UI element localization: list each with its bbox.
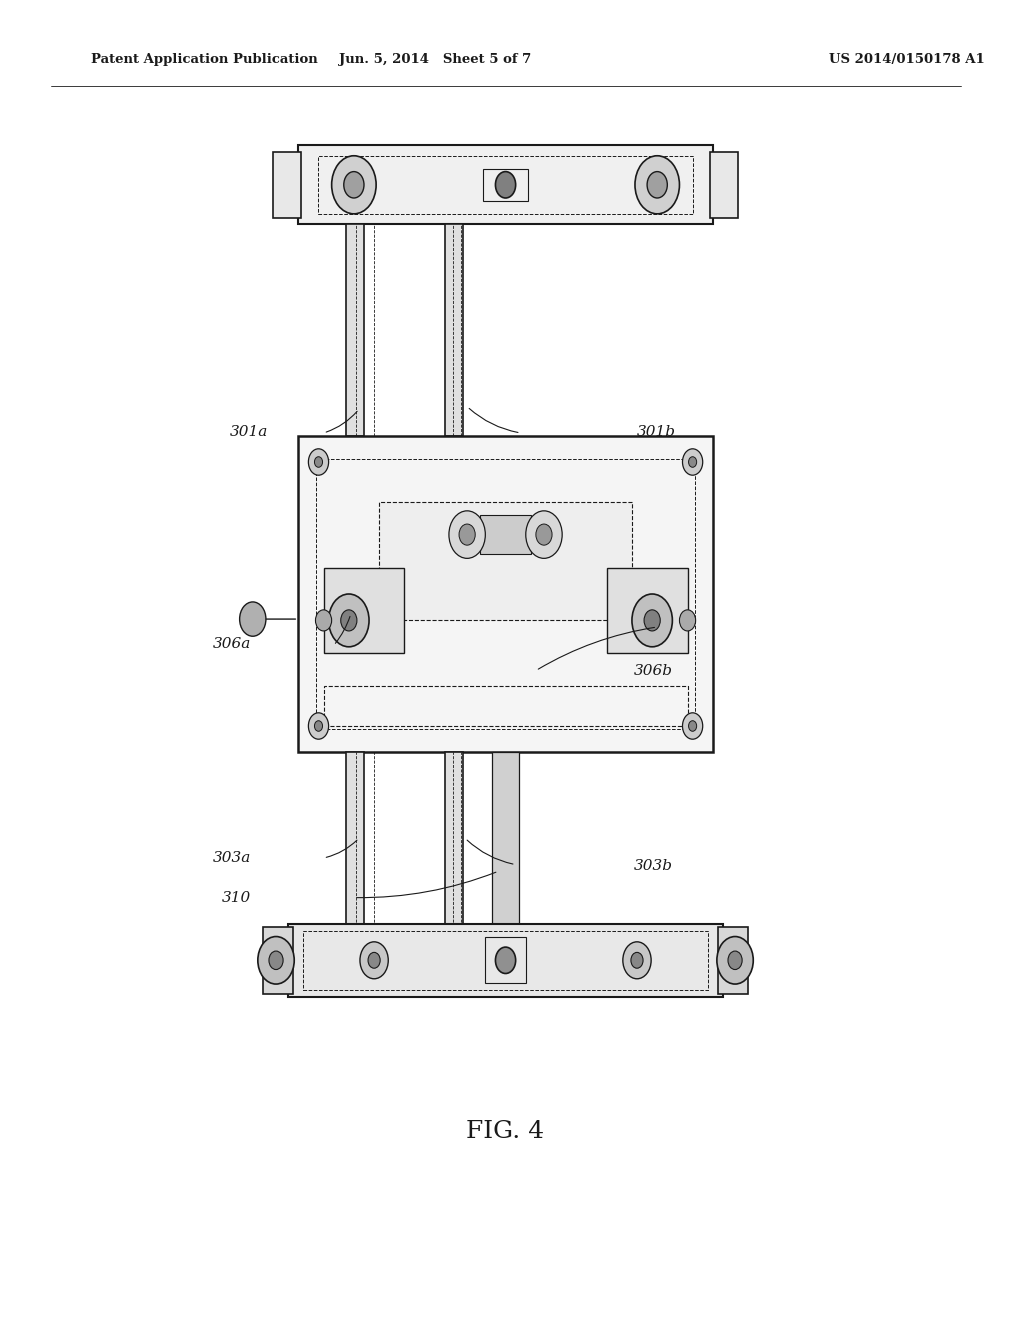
Circle shape (635, 156, 680, 214)
Circle shape (240, 602, 266, 636)
Bar (480, 515, 530, 554)
Text: FIG. 4: FIG. 4 (467, 1119, 545, 1143)
Bar (263, 927, 293, 994)
Text: 303a: 303a (212, 851, 251, 865)
Bar (444, 752, 463, 931)
Circle shape (682, 713, 702, 739)
Text: Jun. 5, 2014   Sheet 5 of 7: Jun. 5, 2014 Sheet 5 of 7 (339, 53, 530, 66)
Circle shape (308, 713, 329, 739)
Bar (483, 169, 527, 201)
Circle shape (308, 449, 329, 475)
Circle shape (644, 610, 660, 631)
Circle shape (682, 449, 702, 475)
Circle shape (728, 950, 742, 969)
Circle shape (449, 511, 485, 558)
Circle shape (631, 953, 643, 969)
Circle shape (459, 524, 475, 545)
Circle shape (688, 721, 696, 731)
Bar (324, 686, 687, 726)
Bar (444, 224, 463, 436)
Circle shape (680, 610, 695, 631)
Circle shape (344, 172, 364, 198)
Circle shape (632, 594, 673, 647)
Circle shape (329, 594, 369, 647)
Circle shape (315, 610, 332, 631)
Bar (718, 927, 749, 994)
Bar (303, 931, 708, 990)
Text: 301b: 301b (637, 425, 676, 438)
Circle shape (496, 172, 516, 198)
Circle shape (496, 946, 516, 973)
Bar (316, 459, 694, 729)
Text: 306b: 306b (634, 664, 673, 677)
Circle shape (341, 610, 357, 631)
Circle shape (647, 172, 668, 198)
Circle shape (258, 937, 294, 983)
Circle shape (717, 937, 754, 983)
Text: 306a: 306a (212, 638, 251, 651)
Circle shape (688, 457, 696, 467)
Bar (346, 224, 364, 436)
Text: 303b: 303b (634, 859, 673, 873)
Circle shape (360, 942, 388, 979)
Bar (273, 152, 301, 218)
Bar (493, 752, 519, 931)
Circle shape (536, 524, 552, 545)
Circle shape (269, 950, 283, 969)
Bar (298, 436, 713, 752)
Bar (288, 924, 723, 997)
Bar (379, 502, 632, 620)
Bar (346, 752, 364, 931)
Circle shape (314, 721, 323, 731)
Text: 310: 310 (221, 891, 251, 904)
Text: 301a: 301a (229, 425, 268, 438)
Bar (606, 568, 687, 653)
Bar (485, 937, 525, 983)
Circle shape (368, 953, 380, 969)
Circle shape (525, 511, 562, 558)
Bar (318, 156, 692, 214)
Bar (298, 145, 713, 224)
Bar (710, 152, 738, 218)
Bar (324, 568, 404, 653)
Circle shape (623, 942, 651, 979)
Circle shape (314, 457, 323, 467)
Text: Patent Application Publication: Patent Application Publication (91, 53, 317, 66)
Text: US 2014/0150178 A1: US 2014/0150178 A1 (829, 53, 985, 66)
Circle shape (332, 156, 376, 214)
